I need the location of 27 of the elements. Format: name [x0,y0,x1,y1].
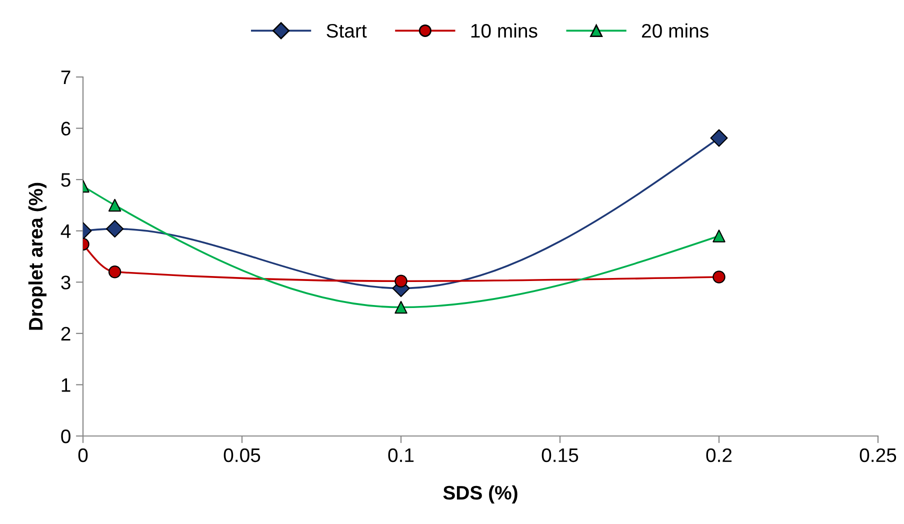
legend-label: 10 mins [471,23,538,38]
x-tick-label: 0.1 [388,448,414,462]
x-tick-label: 0.2 [706,448,732,462]
x-tick-label: 0.05 [224,448,260,462]
y-tick-label: 6 [61,122,70,136]
x-tick-label: 0 [78,448,88,462]
point [106,220,124,238]
x-axis-title: SDS (%) [443,485,518,504]
x-tick-label: 0.25 [860,448,896,462]
point [108,266,122,278]
y-axis-title: Droplet area (%) [28,182,46,330]
point [712,270,726,284]
x-tick-label: 0.15 [542,448,578,462]
y-tick-label: 1 [62,378,70,392]
y-tick-label: 5 [61,173,70,187]
legend-label: 20 mins [642,23,708,38]
y-tick-label: 7 [61,70,70,84]
y-tick-label: 0 [61,429,70,444]
point [108,198,122,212]
point [394,300,408,314]
legend-label: Start [326,24,367,38]
y-tick-label: 4 [60,224,71,238]
y-tick-label: 2 [61,326,70,340]
point [712,230,726,242]
point [710,129,728,147]
y-tick-label: 3 [61,276,70,290]
point [394,274,408,288]
